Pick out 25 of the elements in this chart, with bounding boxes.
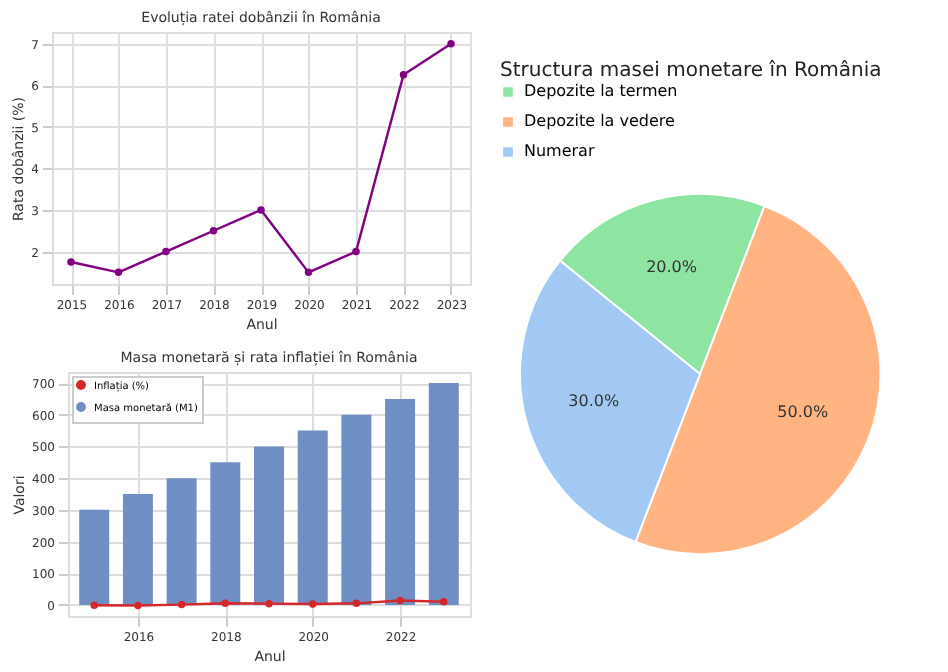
point <box>257 206 265 214</box>
point <box>447 39 455 48</box>
bar <box>297 430 328 605</box>
bar <box>79 509 110 605</box>
data-label: 30.0% <box>568 392 620 411</box>
legend-label: Depozite la termen <box>524 82 678 100</box>
point <box>352 247 360 256</box>
bar <box>122 494 153 605</box>
point <box>67 258 75 266</box>
bar <box>385 398 416 605</box>
point <box>162 247 170 256</box>
chart-title: Structura masei monetare în România <box>500 60 882 82</box>
bar <box>166 478 197 605</box>
legend-label: Depozite la vedere <box>524 112 676 130</box>
bar <box>254 446 284 605</box>
legend-label: Numerar <box>524 142 596 160</box>
bar <box>428 383 459 605</box>
bar <box>210 462 241 605</box>
point <box>304 268 313 277</box>
point <box>209 227 218 235</box>
point <box>114 268 123 277</box>
bar <box>341 414 372 605</box>
point <box>399 71 408 79</box>
data-label: 20.0% <box>646 257 698 276</box>
data-label: 50.0% <box>777 403 829 422</box>
